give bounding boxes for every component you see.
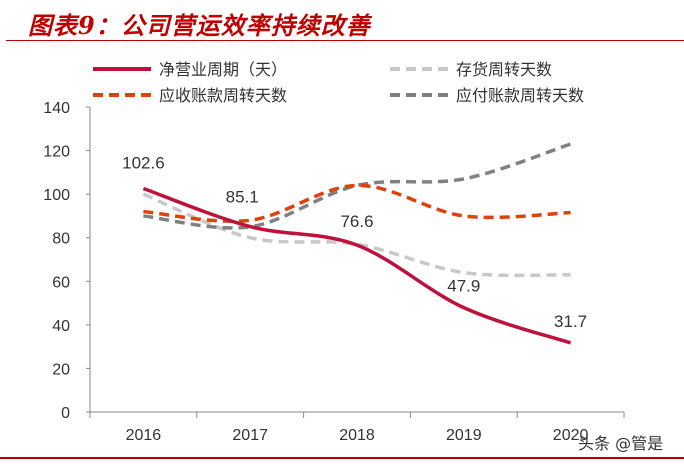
data-label: 102.6 bbox=[122, 153, 165, 172]
bottom-divider bbox=[0, 457, 684, 459]
y-tick-label: 80 bbox=[52, 231, 70, 248]
y-tick-label: 40 bbox=[52, 318, 70, 335]
legend-label: 应付账款周转天数 bbox=[456, 86, 584, 105]
y-tick-label: 120 bbox=[43, 144, 70, 161]
watermark: 头条 @管是 bbox=[578, 434, 664, 453]
data-label: 85.1 bbox=[226, 188, 259, 207]
data-label: 47.9 bbox=[447, 277, 480, 296]
data-label: 31.7 bbox=[554, 312, 587, 331]
x-tick-label: 2016 bbox=[126, 427, 162, 444]
series-line-0 bbox=[142, 186, 572, 345]
x-tick-label: 2018 bbox=[339, 427, 375, 444]
x-tick-label: 2019 bbox=[446, 427, 482, 444]
series-line-1 bbox=[142, 192, 571, 278]
legend-label: 存货周转天数 bbox=[456, 61, 552, 79]
y-tick-label: 100 bbox=[43, 187, 70, 204]
series-line-3 bbox=[143, 142, 572, 230]
data-label: 76.6 bbox=[340, 212, 373, 231]
figure-title: 图表9：公司营运效率持续改善 bbox=[28, 11, 371, 40]
series-line-2 bbox=[143, 183, 571, 223]
title-divider bbox=[6, 40, 684, 41]
y-tick-label: 20 bbox=[52, 361, 70, 378]
y-tick-label: 140 bbox=[43, 100, 70, 117]
x-tick-label: 2017 bbox=[232, 427, 268, 444]
legend-label: 应收账款周转天数 bbox=[159, 86, 287, 105]
x-tick-label: 2020 bbox=[553, 427, 589, 444]
y-tick-label: 0 bbox=[61, 405, 70, 422]
y-tick-label: 60 bbox=[52, 274, 70, 291]
legend-label: 净营业周期（天） bbox=[159, 61, 287, 79]
